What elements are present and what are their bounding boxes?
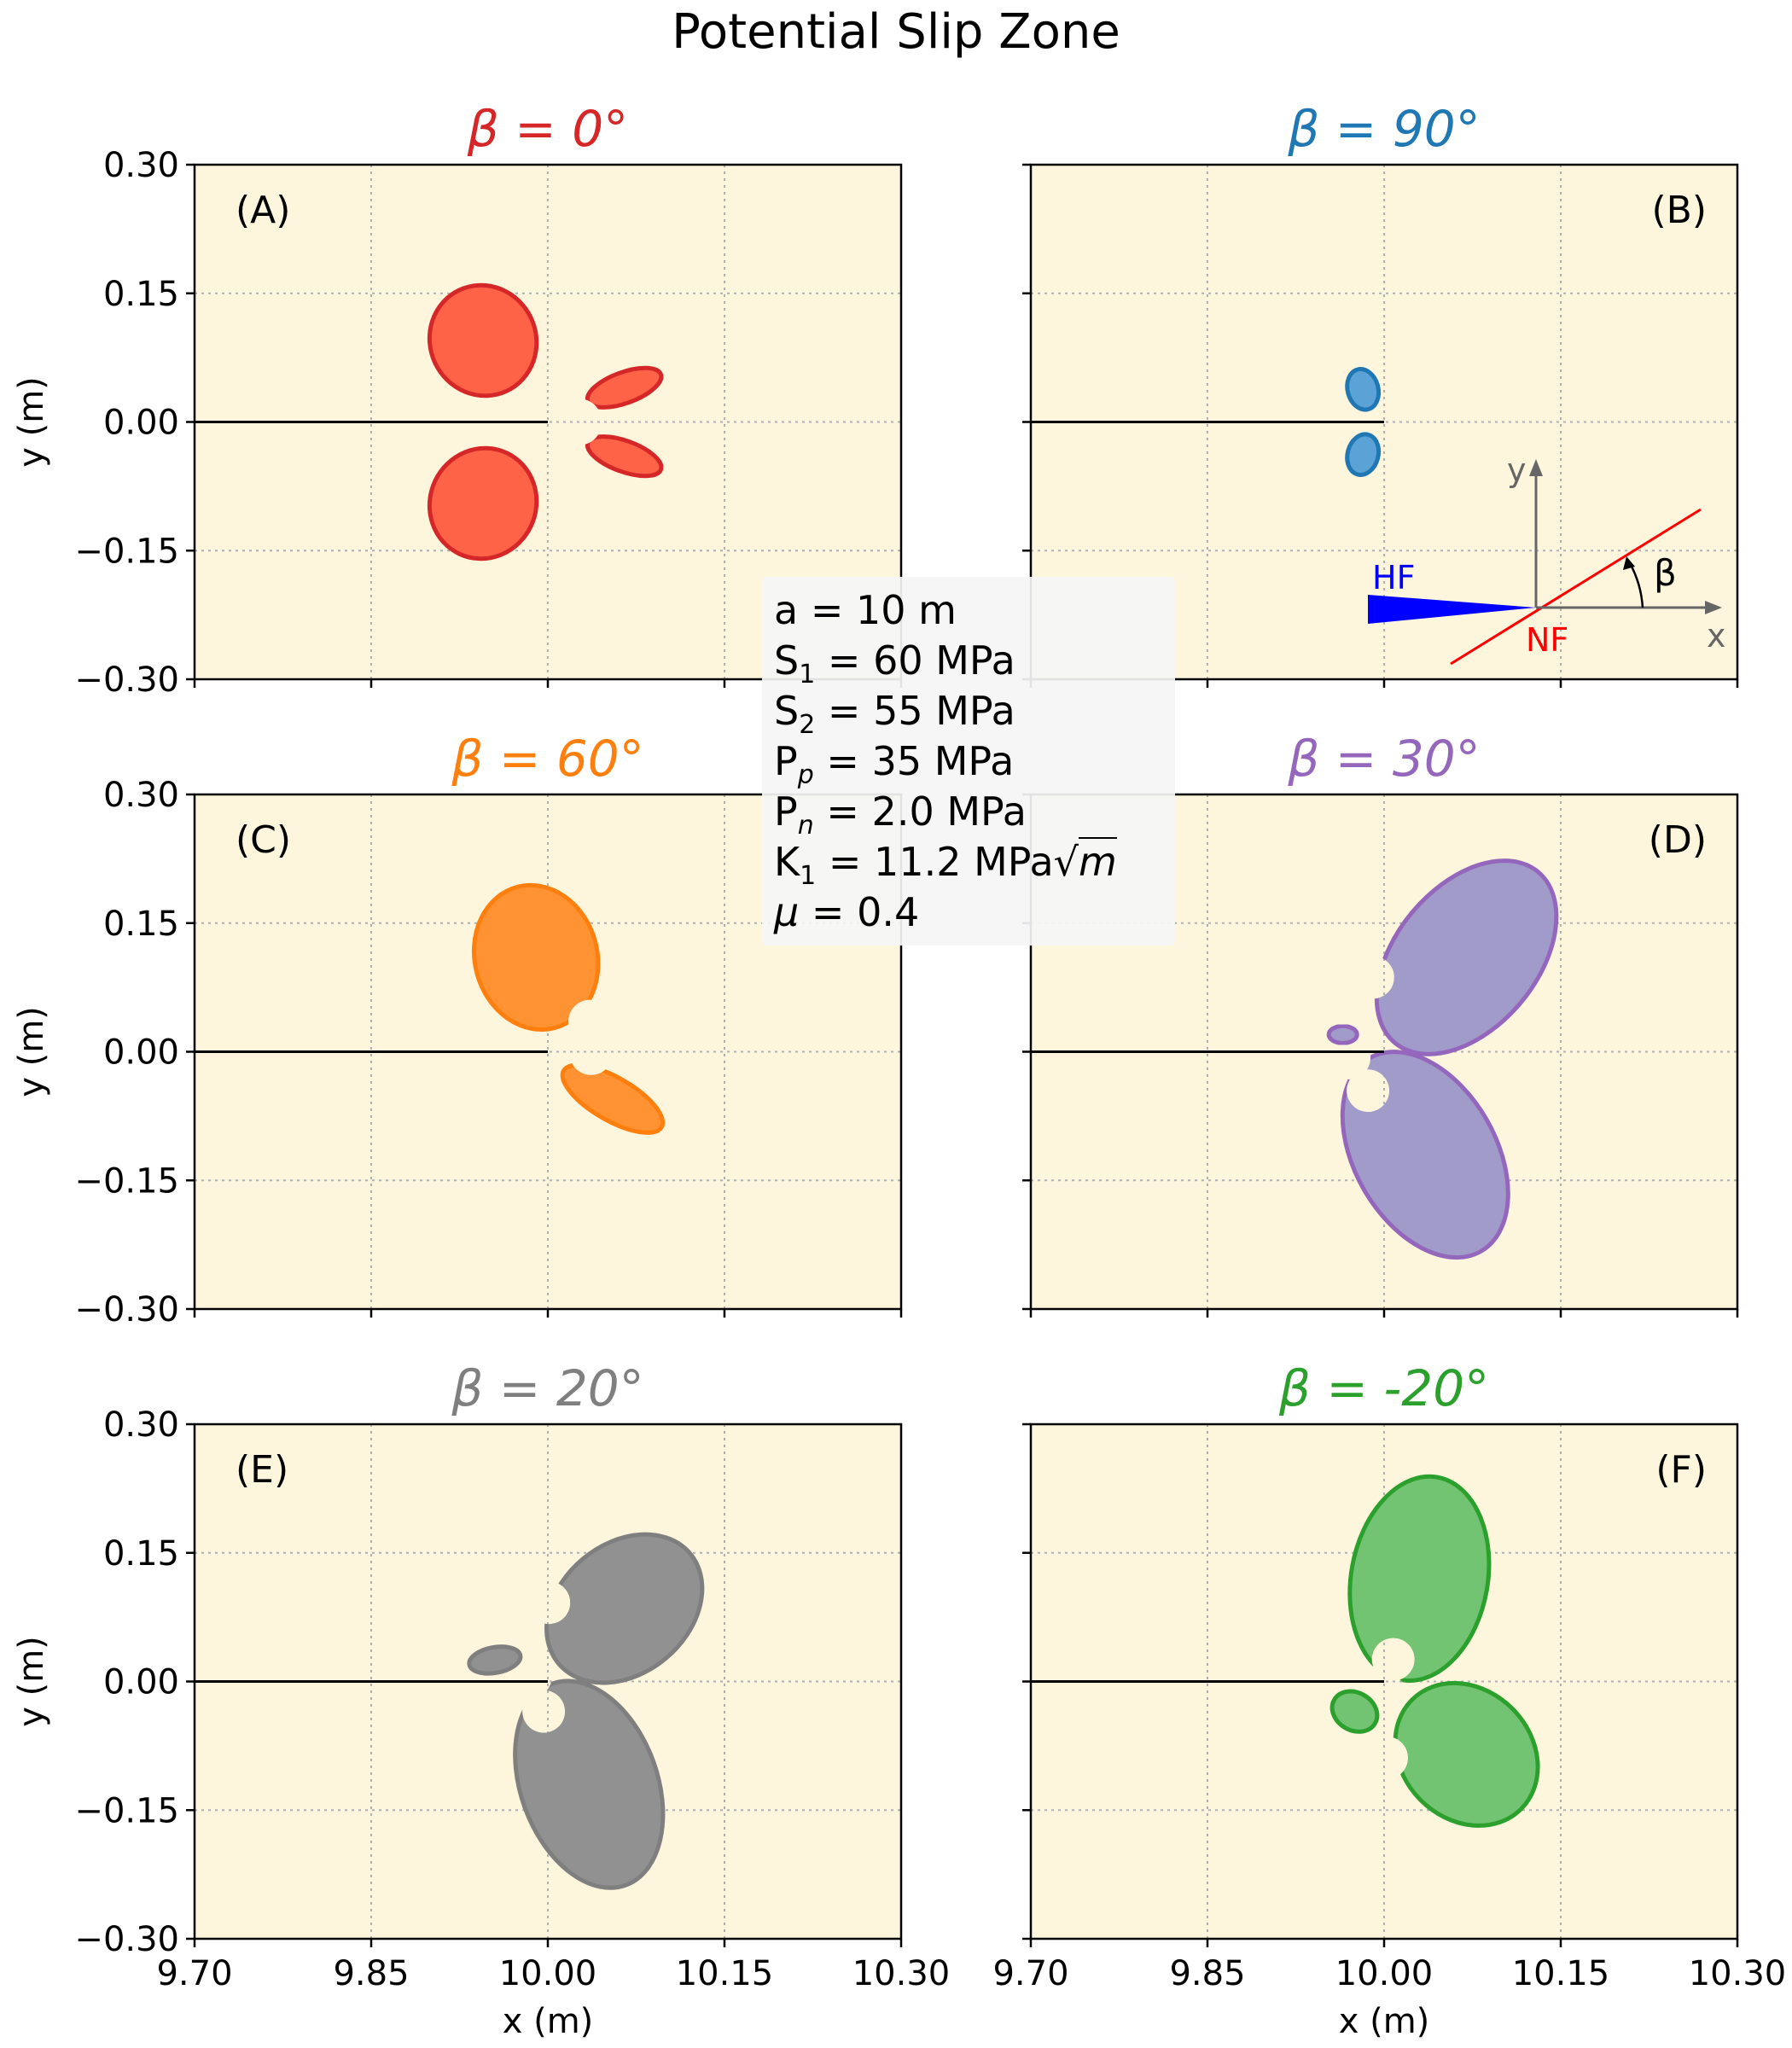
slip-zone-fill <box>478 889 594 1026</box>
slip-zone-fill <box>519 1684 659 1884</box>
slip-zone-fill <box>1399 1687 1534 1822</box>
panel-title: β = 20° <box>451 1359 643 1417</box>
panels: 0.30 0.15 0.00 −0.15 −0.30 y (m) β = 0° (A) β = … <box>12 100 1786 2041</box>
hf-label: HF <box>1372 559 1415 596</box>
panel-f: 9.70 9.85 10.00 10.15 10.30 x (m) β = -20° (F) <box>992 1359 1786 2041</box>
param-pn: Pn = 2.0 MPa <box>774 788 1027 841</box>
panel-label: (B) <box>1651 189 1707 232</box>
slip-zone <box>1345 367 1382 477</box>
x-tick-label: 10.15 <box>1512 1954 1610 1993</box>
slip-zone <box>427 282 664 561</box>
y-tick-label: −0.15 <box>74 1161 179 1201</box>
param-s2: S2 = 55 MPa <box>774 688 1015 741</box>
inset-y-label: y <box>1507 451 1527 489</box>
panel-label: (E) <box>236 1448 288 1492</box>
panel-title: β = 0° <box>467 100 628 158</box>
slip-zone-fill <box>1347 1056 1504 1254</box>
y-tick-label: 0.15 <box>103 1534 179 1574</box>
y-axis-label: y (m) <box>12 376 51 468</box>
beta-label: β <box>1654 552 1677 594</box>
x-tick-label: 10.30 <box>852 1954 951 1993</box>
slip-zone <box>1329 1474 1540 1828</box>
x-tick-label: 9.70 <box>156 1954 232 1993</box>
nf-line <box>1450 508 1702 666</box>
y-tick-label: −0.15 <box>74 532 179 571</box>
panel-title: β = -20° <box>1278 1359 1489 1417</box>
panel-a: 0.30 0.15 0.00 −0.15 −0.30 y (m) β = 0° (A) <box>12 100 903 700</box>
slip-zone-fill <box>1336 1696 1373 1728</box>
slip-zone <box>467 1532 705 1890</box>
slip-zone <box>471 882 666 1135</box>
panel-e: 9.70 9.85 10.00 10.15 10.30 0.30 0.15 0.00 −0.15… <box>12 1359 950 2041</box>
x-tick-label: 10.30 <box>1689 1954 1787 1993</box>
panel-label: (A) <box>236 189 290 232</box>
panel-title: β = 90° <box>1287 100 1480 158</box>
x-tick-label: 9.70 <box>992 1954 1068 1993</box>
slip-zone-fill <box>550 1539 698 1679</box>
y-tick-label: 0.30 <box>103 1405 179 1445</box>
y-tick-label: 0.00 <box>103 1033 179 1073</box>
x-tick-label: 10.00 <box>499 1954 597 1993</box>
y-tick-label: −0.30 <box>74 1920 179 1959</box>
parameter-box: a = 10 m S1 = 60 MPa S2 = 55 MPa Pp = 35… <box>762 577 1175 945</box>
slip-zone-fill <box>433 289 532 392</box>
panel-title: β = 60° <box>451 730 643 788</box>
slip-zone-fill <box>1333 1030 1353 1039</box>
panel-title: β = 30° <box>1287 730 1480 788</box>
y-tick-label: −0.30 <box>74 660 179 700</box>
figure-title: Potential Slip Zone <box>672 4 1120 60</box>
x-arrowhead <box>1705 601 1722 614</box>
y-tick-label: 0.00 <box>103 1663 179 1702</box>
slip-zone-fill <box>591 371 658 404</box>
y-axis-label: y (m) <box>12 1006 51 1097</box>
slip-zone-fill <box>1353 1481 1485 1677</box>
param-s1: S1 = 60 MPa <box>774 637 1015 690</box>
slip-zone-fill <box>566 1068 659 1130</box>
x-axis-label: x (m) <box>1339 2002 1430 2041</box>
beta-arrowhead <box>1623 556 1635 570</box>
y-arrowhead <box>1529 459 1543 476</box>
x-tick-label: 9.85 <box>333 1954 409 1993</box>
param-k1: K1 = 11.2 MPa√m <box>774 837 1117 892</box>
param-a: a = 10 m <box>774 587 957 633</box>
panel-label: (C) <box>236 818 291 862</box>
panel-label: (F) <box>1655 1448 1707 1492</box>
y-tick-label: 0.30 <box>103 146 179 185</box>
slip-zone-fill <box>591 440 658 473</box>
param-pp: Pp = 35 MPa <box>774 738 1015 791</box>
slip-zone-fill <box>433 452 532 555</box>
slip-zone-fill <box>1381 864 1552 1050</box>
y-tick-label: 0.15 <box>103 905 179 944</box>
slip-zone-fill <box>473 1650 516 1670</box>
slip-zone <box>1326 858 1559 1260</box>
x-axis-label: x (m) <box>503 2002 594 2041</box>
y-tick-label: 0.30 <box>103 776 179 815</box>
inset-x-label: x <box>1707 617 1726 655</box>
nf-label: NF <box>1526 621 1568 659</box>
y-tick-label: −0.15 <box>74 1791 179 1830</box>
slip-zone-fill <box>1351 438 1375 471</box>
orientation-inset: HF NF x y β <box>1368 451 1726 666</box>
hf-fracture <box>1368 595 1536 624</box>
panel-label: (D) <box>1649 818 1707 862</box>
y-tick-label: 0.00 <box>103 404 179 443</box>
x-tick-label: 10.15 <box>676 1954 774 1993</box>
y-axis-label: y (m) <box>12 1636 51 1727</box>
x-tick-label: 9.85 <box>1169 1954 1245 1993</box>
y-tick-label: 0.15 <box>103 275 179 314</box>
x-tick-label: 10.00 <box>1335 1954 1434 1993</box>
slip-zone-fill <box>1351 373 1375 406</box>
param-mu: μ = 0.4 <box>774 889 920 935</box>
y-tick-label: −0.30 <box>74 1290 179 1329</box>
